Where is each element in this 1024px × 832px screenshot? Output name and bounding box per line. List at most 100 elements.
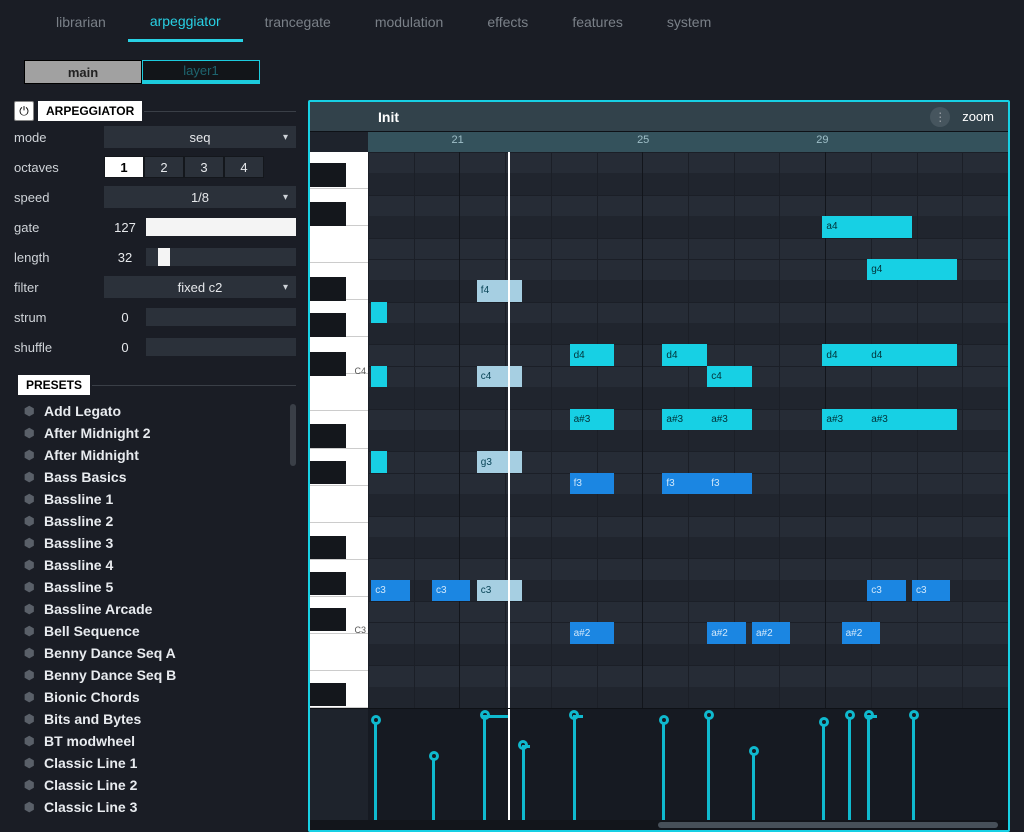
- note[interactable]: a#3: [570, 409, 615, 430]
- note[interactable]: c3: [912, 580, 950, 601]
- tab-effects[interactable]: effects: [465, 4, 550, 40]
- preset-item[interactable]: ⬢Classic Line 2: [14, 774, 296, 796]
- velocity-dot[interactable]: [659, 715, 669, 725]
- preset-item[interactable]: ⬢Classic Line 3: [14, 796, 296, 818]
- preset-scrollbar[interactable]: [290, 404, 296, 466]
- octave-btn-2[interactable]: 2: [144, 156, 184, 178]
- black-key[interactable]: [310, 202, 346, 226]
- velocity-stem[interactable]: [752, 751, 755, 820]
- preset-item[interactable]: ⬢Bassline Arcade: [14, 598, 296, 620]
- white-key[interactable]: [310, 634, 368, 671]
- black-key[interactable]: [310, 313, 346, 337]
- note[interactable]: a#3: [867, 409, 957, 430]
- black-key[interactable]: [310, 352, 346, 376]
- preset-item[interactable]: ⬢Add Legato: [14, 400, 296, 422]
- velocity-dot[interactable]: [429, 751, 439, 761]
- velocity-dot[interactable]: [749, 746, 759, 756]
- preset-item[interactable]: ⬢Benny Dance Seq B: [14, 664, 296, 686]
- note[interactable]: a#3: [822, 409, 867, 430]
- ruler-bar[interactable]: 212529: [368, 132, 1008, 152]
- shuffle-slider[interactable]: [146, 338, 296, 356]
- note[interactable]: a#2: [570, 622, 615, 643]
- preset-item[interactable]: ⬢Bionic Chords: [14, 686, 296, 708]
- black-key[interactable]: [310, 608, 346, 632]
- note[interactable]: d4: [570, 344, 615, 365]
- preset-list[interactable]: ⬢Add Legato⬢After Midnight 2⬢After Midni…: [14, 400, 296, 832]
- note[interactable]: a#2: [707, 622, 745, 643]
- editor-ruler[interactable]: 212529: [310, 132, 1008, 152]
- preset-item[interactable]: ⬢Benny Dance Seq A: [14, 642, 296, 664]
- note[interactable]: [371, 366, 387, 387]
- note[interactable]: f3: [570, 473, 615, 494]
- black-key[interactable]: [310, 536, 346, 560]
- piano-roll-keys[interactable]: C4C3: [310, 152, 368, 708]
- velocity-stem[interactable]: [848, 715, 851, 820]
- velocity-area[interactable]: [368, 709, 1008, 820]
- black-key[interactable]: [310, 461, 346, 485]
- velocity-dot[interactable]: [909, 710, 919, 720]
- note[interactable]: d4: [822, 344, 867, 365]
- preset-item[interactable]: ⬢Bassline 3: [14, 532, 296, 554]
- strum-slider[interactable]: [146, 308, 296, 326]
- note[interactable]: c4: [707, 366, 752, 387]
- white-key[interactable]: [310, 486, 368, 523]
- velocity-stem[interactable]: [867, 715, 870, 820]
- tab-system[interactable]: system: [645, 4, 733, 40]
- velocity-stem[interactable]: [522, 745, 525, 820]
- octave-btn-3[interactable]: 3: [184, 156, 224, 178]
- hscroll-thumb[interactable]: [658, 822, 998, 828]
- tab-trancegate[interactable]: trancegate: [243, 4, 353, 40]
- preset-item[interactable]: ⬢Bassline 5: [14, 576, 296, 598]
- white-key[interactable]: [310, 374, 368, 411]
- note[interactable]: f4: [477, 280, 522, 301]
- velocity-stem[interactable]: [374, 720, 377, 820]
- editor-hscroll[interactable]: [310, 820, 1008, 830]
- velocity-stem[interactable]: [662, 720, 665, 820]
- note[interactable]: f3: [707, 473, 752, 494]
- note[interactable]: g4: [867, 259, 957, 280]
- black-key[interactable]: [310, 163, 346, 187]
- note[interactable]: d4: [867, 344, 957, 365]
- preset-item[interactable]: ⬢Bassline 1: [14, 488, 296, 510]
- preset-item[interactable]: ⬢After Midnight: [14, 444, 296, 466]
- note[interactable]: c3: [867, 580, 905, 601]
- note[interactable]: c3: [477, 580, 522, 601]
- tab-modulation[interactable]: modulation: [353, 4, 466, 40]
- more-menu-icon[interactable]: ⋮: [930, 107, 950, 127]
- note[interactable]: a#3: [707, 409, 752, 430]
- velocity-lane[interactable]: [310, 708, 1008, 820]
- tab-arpeggiator[interactable]: arpeggiator: [128, 3, 243, 42]
- sub-tab-main[interactable]: main: [24, 60, 142, 84]
- octave-btn-1[interactable]: 1: [104, 156, 144, 178]
- note[interactable]: g3: [477, 451, 522, 472]
- velocity-dot[interactable]: [704, 710, 714, 720]
- black-key[interactable]: [310, 683, 346, 707]
- preset-item[interactable]: ⬢Bell Sequence: [14, 620, 296, 642]
- note[interactable]: a#3: [662, 409, 707, 430]
- octave-btn-4[interactable]: 4: [224, 156, 264, 178]
- note[interactable]: c4: [477, 366, 522, 387]
- note[interactable]: a#2: [752, 622, 790, 643]
- zoom-button[interactable]: zoom: [962, 109, 994, 124]
- length-slider[interactable]: [146, 248, 296, 266]
- black-key[interactable]: [310, 572, 346, 596]
- black-key[interactable]: [310, 277, 346, 301]
- velocity-stem[interactable]: [483, 715, 486, 820]
- gate-slider[interactable]: [146, 218, 296, 236]
- preset-item[interactable]: ⬢Bassline 4: [14, 554, 296, 576]
- velocity-stem[interactable]: [912, 715, 915, 820]
- note[interactable]: a#2: [842, 622, 880, 643]
- velocity-stem[interactable]: [707, 715, 710, 820]
- tab-librarian[interactable]: librarian: [34, 4, 128, 40]
- black-key[interactable]: [310, 424, 346, 448]
- mode-dropdown[interactable]: seq ▾: [104, 126, 296, 148]
- preset-item[interactable]: ⬢Classic Line 1: [14, 752, 296, 774]
- note[interactable]: f3: [662, 473, 707, 494]
- note[interactable]: d4: [662, 344, 707, 365]
- velocity-stem[interactable]: [573, 715, 576, 820]
- note[interactable]: [371, 451, 387, 472]
- preset-item[interactable]: ⬢After Midnight 2: [14, 422, 296, 444]
- power-icon[interactable]: ⏻: [14, 101, 34, 121]
- note[interactable]: [371, 302, 387, 323]
- white-key[interactable]: [310, 226, 368, 263]
